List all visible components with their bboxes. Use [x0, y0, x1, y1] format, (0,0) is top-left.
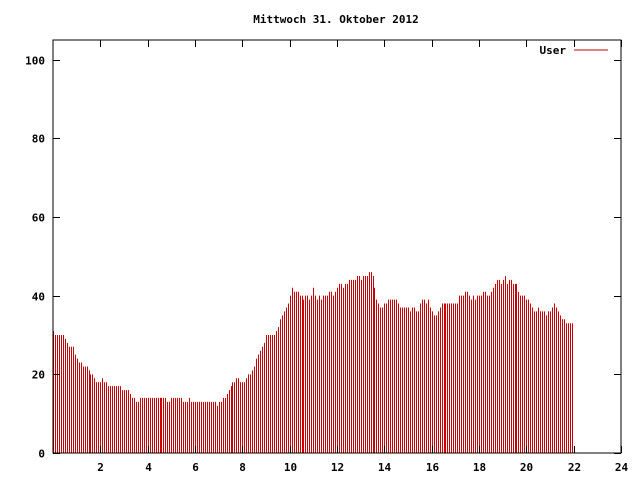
x-tick-label: 8	[239, 461, 246, 474]
y-tick-label: 20	[32, 369, 45, 382]
legend: User	[540, 44, 608, 57]
x-tick-label: 10	[284, 461, 297, 474]
x-tick-label: 22	[568, 461, 581, 474]
y-tick-label: 80	[32, 133, 45, 146]
bars-layer	[53, 272, 573, 453]
legend-label-user: User	[540, 44, 567, 57]
y-tick-label: 100	[25, 55, 45, 68]
chart-title: Mittwoch 31. Oktober 2012	[253, 13, 419, 26]
x-tick-label: 4	[145, 461, 152, 474]
y-tick-label: 0	[38, 448, 45, 461]
x-tick-label: 16	[426, 461, 440, 474]
y-tick-label: 60	[32, 212, 45, 225]
x-tick-label: 20	[520, 461, 533, 474]
x-tick-label: 24	[615, 461, 629, 474]
x-tick-label: 2	[97, 461, 104, 474]
x-tick-label: 12	[331, 461, 344, 474]
y-axis: 0 20 40 60 80 100	[25, 55, 621, 461]
x-tick-label: 14	[378, 461, 392, 474]
y-tick-label: 40	[32, 291, 45, 304]
x-tick-label: 6	[192, 461, 199, 474]
x-axis: 2 4 6 8 10 12 14 16 18 20 22 24	[97, 40, 628, 474]
x-tick-label: 18	[473, 461, 486, 474]
